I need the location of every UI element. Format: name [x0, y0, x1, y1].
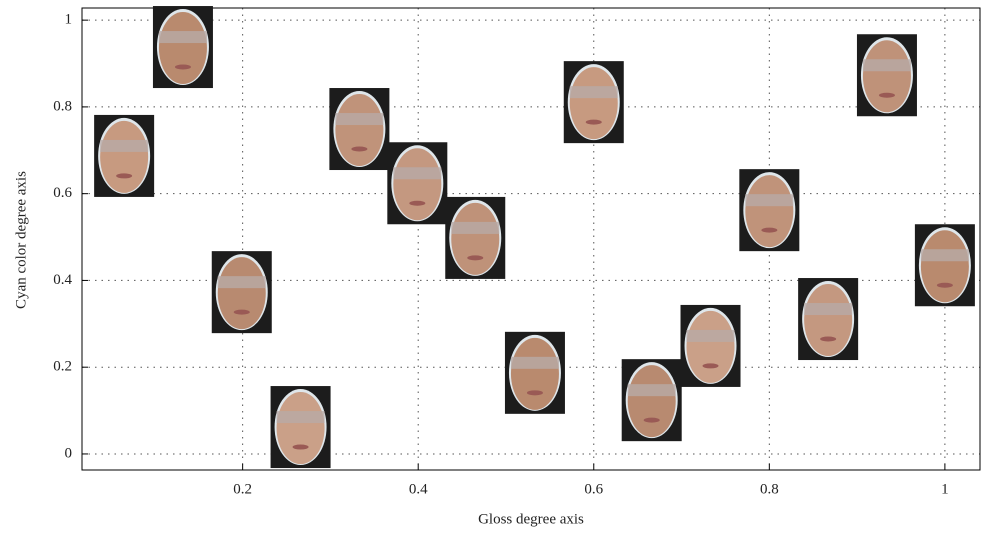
mouth [351, 146, 368, 152]
x-tick-label: 1 [941, 481, 949, 497]
face [100, 120, 149, 193]
eye-blur [862, 59, 911, 72]
face [510, 337, 559, 410]
eye-blur [158, 31, 207, 44]
eye-blur [276, 411, 325, 424]
x-axis-label: Gloss degree axis [478, 511, 584, 527]
face-marker [94, 114, 155, 197]
x-tick-label: 0.8 [760, 481, 779, 497]
face-marker [445, 196, 506, 279]
eye-blur [100, 139, 149, 152]
mouth [936, 282, 953, 288]
face-marker [798, 278, 859, 361]
plot-frame [81, 7, 981, 471]
y-axis-label: Cyan color degree axis [13, 171, 29, 309]
eye-blur [627, 384, 676, 397]
face-marker [152, 6, 213, 89]
face-marker [211, 251, 272, 334]
face [276, 392, 325, 465]
mouth [820, 336, 837, 342]
y-tick-label: 0.2 [53, 359, 72, 375]
face-marker [329, 88, 390, 171]
eye-blur [335, 113, 384, 126]
eye-blur [217, 276, 266, 289]
mouth [585, 119, 602, 125]
face [217, 257, 266, 330]
eye-blur [745, 194, 794, 207]
mouth [526, 390, 543, 396]
face-marker [856, 34, 917, 117]
face [920, 230, 969, 303]
face-marker [680, 304, 741, 387]
eye-blur [451, 221, 500, 234]
eye-blur [510, 356, 559, 369]
eye-blur [804, 303, 853, 316]
face [627, 365, 676, 438]
face-marker [914, 224, 975, 307]
x-tick-label: 0.4 [409, 481, 428, 497]
face [569, 67, 618, 140]
eye-blur [393, 167, 442, 180]
mouth [233, 309, 250, 315]
face [745, 175, 794, 248]
face [158, 12, 207, 85]
y-tick-label: 0.8 [53, 98, 72, 114]
face [393, 148, 442, 221]
mouth [761, 227, 778, 233]
mouth [467, 255, 484, 261]
eye-blur [686, 329, 735, 342]
face [451, 202, 500, 275]
face-marker [387, 142, 448, 225]
mouth [702, 363, 719, 369]
face-marker [563, 61, 624, 144]
face [804, 284, 853, 357]
mouth [116, 173, 133, 179]
eye-blur [569, 86, 618, 99]
face-marker [504, 331, 565, 414]
x-tick-label: 0.2 [233, 481, 252, 497]
y-tick-label: 1 [65, 12, 73, 28]
eye-blur [920, 249, 969, 262]
mouth [174, 64, 191, 70]
y-tick-label: 0.6 [53, 185, 72, 201]
mouth [643, 417, 660, 423]
face-marker [270, 386, 331, 469]
x-tick-label: 0.6 [584, 481, 603, 497]
face [686, 310, 735, 383]
face [862, 40, 911, 113]
face-marker [739, 169, 800, 252]
mouth [878, 92, 895, 98]
mouth [292, 444, 309, 450]
y-tick-label: 0 [65, 445, 73, 461]
face-marker [621, 359, 682, 442]
mouth [409, 200, 426, 206]
y-tick-label: 0.4 [53, 272, 72, 288]
face [335, 94, 384, 167]
